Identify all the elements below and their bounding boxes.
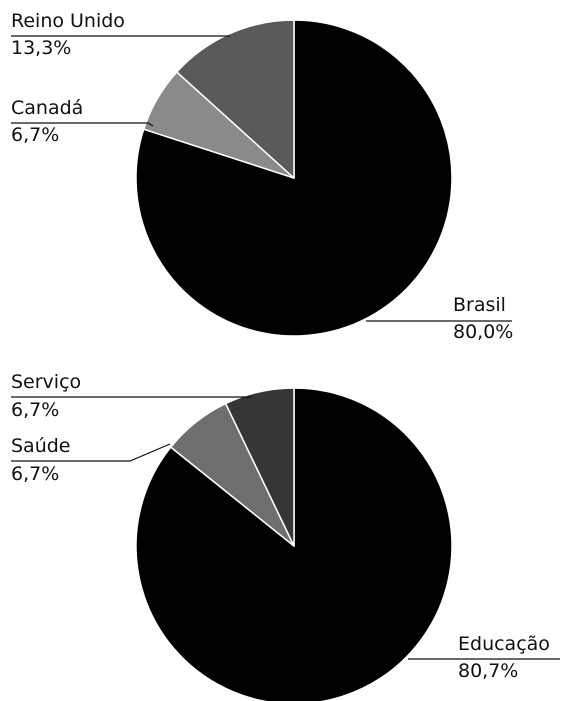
- slice-value: 13,3%: [11, 37, 71, 59]
- leader-line: [11, 443, 171, 462]
- slice-label-reino-unido: Reino Unido 13,3%: [11, 10, 230, 59]
- slice-name: Reino Unido: [11, 10, 125, 32]
- slice-label-saude: Saúde 6,7%: [11, 435, 171, 485]
- slice-value: 6,7%: [11, 463, 59, 485]
- pie-slices: [135, 19, 453, 337]
- leader-line: [11, 122, 154, 127]
- pie-chart-area: Educação 80,7% Saúde 6,7% Serviço 6,7%: [11, 371, 560, 701]
- slice-label-canada: Canadá 6,7%: [11, 97, 154, 146]
- slice-label-servico: Serviço 6,7%: [11, 371, 252, 421]
- pie-slice-servico: [224, 387, 295, 547]
- pie-chart-country: Brasil 80,0% Canadá 6,7% Reino Unido 13,3%: [11, 10, 513, 343]
- pie-slice-brasil: [135, 19, 453, 337]
- slice-name: Saúde: [11, 435, 71, 457]
- slice-label-educacao: Educação 80,7%: [408, 633, 560, 682]
- slice-name: Educação: [458, 633, 550, 655]
- slice-name: Canadá: [11, 97, 83, 119]
- slice-name: Brasil: [453, 294, 506, 316]
- pie-slice-reino-unido: [176, 19, 295, 179]
- slice-value: 6,7%: [11, 399, 59, 421]
- slice-value: 80,7%: [458, 660, 518, 682]
- slice-label-brasil: Brasil 80,0%: [366, 294, 513, 343]
- pie-slices: [135, 387, 453, 701]
- slice-value: 6,7%: [11, 124, 59, 146]
- slice-name: Serviço: [11, 371, 81, 393]
- slice-value: 80,0%: [453, 321, 513, 343]
